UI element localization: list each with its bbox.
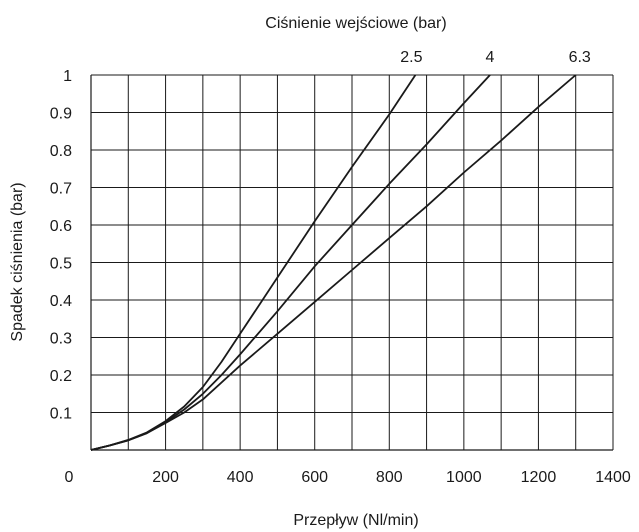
y-tick-label: 0.1 xyxy=(50,406,72,423)
y-tick-label: 1 xyxy=(63,68,72,85)
x-tick-label: 800 xyxy=(376,469,403,486)
y-tick-label: 0.6 xyxy=(50,218,72,235)
x-tick-label: 0 xyxy=(65,469,74,486)
grid xyxy=(91,74,614,450)
x-tick-label: 1200 xyxy=(521,469,557,486)
series-line-6-3 xyxy=(90,74,577,451)
y-tick-label: 0.9 xyxy=(50,106,72,123)
y-axis-title: Spadek ciśnienia (bar) xyxy=(9,182,26,341)
x-axis-ticks: 0 200 400 600 800 1000 1200 1400 xyxy=(65,469,631,486)
x-tick-label: 1400 xyxy=(595,469,631,486)
series-label-6-3: 6.3 xyxy=(569,49,591,66)
y-tick-label: 0.8 xyxy=(50,143,72,160)
plot-frame xyxy=(90,75,613,451)
x-tick-label: 400 xyxy=(227,469,254,486)
y-tick-label: 0.7 xyxy=(50,181,72,198)
x-tick-label: 600 xyxy=(301,469,328,486)
x-tick-label: 200 xyxy=(152,469,179,486)
y-tick-label: 0.2 xyxy=(50,368,72,385)
y-tick-label: 0.4 xyxy=(50,293,72,310)
x-axis-title: Przepływ (Nl/min) xyxy=(293,512,418,529)
x-tick-label: 1000 xyxy=(446,469,482,486)
series-label-4: 4 xyxy=(486,49,495,66)
y-tick-label: 0.5 xyxy=(50,256,72,273)
y-tick-label: 0.3 xyxy=(50,331,72,348)
y-axis-ticks: 0.1 0.2 0.3 0.4 0.5 0.6 0.7 0.8 0.9 1 xyxy=(50,68,72,423)
series-lines xyxy=(90,74,577,451)
top-axis-title: Ciśnienie wejściowe (bar) xyxy=(265,15,446,32)
series-labels: 2.5 4 6.3 xyxy=(400,49,591,66)
series-label-2-5: 2.5 xyxy=(400,49,422,66)
